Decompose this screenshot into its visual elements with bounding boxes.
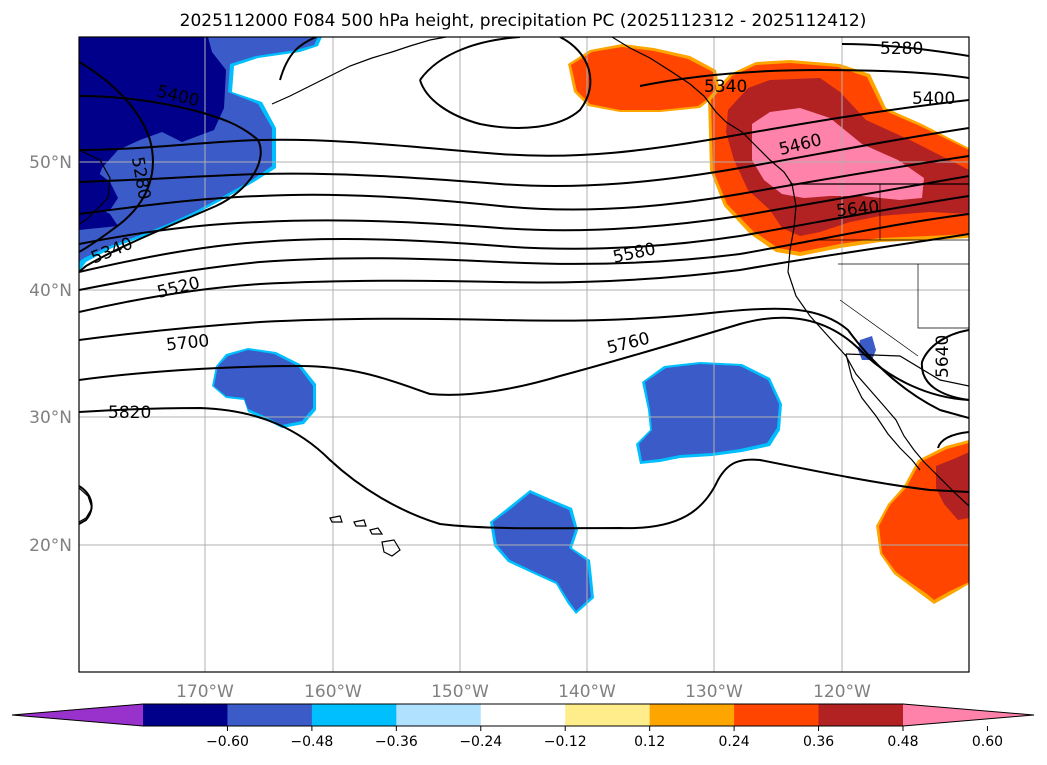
blue-region-west-central-inner [214,350,313,425]
colorbar-segment [565,704,651,726]
lat-label-50n: 50°N [29,153,72,173]
latitude-labels: 50°N 40°N 30°N 20°N [29,153,72,556]
colorbar-tick-label: −0.24 [459,734,502,750]
contour-5820 [79,406,969,530]
longitude-labels: 170°W 160°W 150°W 140°W 130°W 120°W [176,682,871,702]
baja-california-coast [845,353,921,471]
colorbar-tick-label: −0.60 [206,734,249,750]
lat-label-30n: 30°N [29,408,72,428]
lon-label-160w: 160°W [304,682,362,702]
contour-5880-west [79,485,93,525]
colorbar-segment [649,704,735,726]
colorbar-segment [734,704,820,726]
firebrick-region-mexico [936,452,969,520]
hawaii-island-3 [369,527,384,535]
lon-label-120w: 120°W [813,682,871,702]
lat-label-20n: 20°N [29,536,72,556]
alaska-peninsula-coast [271,37,447,105]
colorbar-outline [11,703,1035,727]
pink-region-pacific-northwest [752,108,924,200]
contour-5760 [79,316,969,401]
contour-label-5820: 5820 [108,403,151,423]
blue-region-northwest-dark-west [79,160,118,214]
blue-region-small-east [858,336,876,360]
contour-5640-line-b [79,233,969,313]
positive-anomaly-regions [568,44,969,604]
bc-coast [725,121,793,185]
colorbar-segment [480,704,566,726]
state-border-3 [839,299,919,357]
colorbar-tick-label: −0.48 [290,734,333,750]
blue-region-east-central-inner [639,364,779,461]
colorbar-tick-label: 0.48 [887,734,918,750]
blue-region-south-inner [493,493,591,611]
kamchatka-coast [79,149,111,225]
lon-label-150w: 150°W [431,682,489,702]
state-border-4 [917,264,969,329]
colorbar: −0.60 −0.48 −0.36 −0.24 −0.12 0.12 0.24 0.36 0.4… [11,703,1035,750]
contour-5460 [79,127,969,187]
contour-5280-east [841,43,969,57]
lon-label-130w: 130°W [685,682,743,702]
colorbar-tick-label: 0.36 [803,734,834,750]
colorbar-tick-label: −0.12 [544,734,587,750]
contour-label-5400-east: 5400 [912,89,955,109]
negative-anomaly-regions [79,37,876,614]
coastlines [79,37,969,557]
colorbar-segment [311,704,397,726]
contour-5520-line-a [79,155,969,215]
hawaii-island-1 [329,515,343,523]
colorbar-tick-label: 0.24 [719,734,750,750]
orangered-region-gulf-alaska [571,47,717,110]
contour-5700 [79,307,969,419]
colorbar-segment [227,704,313,726]
lon-label-140w: 140°W [558,682,616,702]
contour-5880-se [937,431,969,449]
colorbar-tick-label: 0.12 [634,734,665,750]
lat-label-40n: 40°N [29,281,72,301]
contour-label-5700: 5700 [165,331,210,355]
gulf-alaska-coast [611,37,727,123]
contour-5340 [279,37,969,87]
colorbar-extend-min [12,704,143,726]
contour-label-5340-east: 5340 [704,77,747,97]
map-frame [78,36,970,673]
colorbar-segment [143,704,228,726]
colorbar-extend-max [903,704,1034,726]
contour-5580 [79,195,969,273]
colorbar-segment [396,704,482,726]
us-west-coast [787,183,969,507]
height-contours [79,37,969,530]
blue-region-northwest-core [79,37,226,230]
contour-5640-east-loop [920,329,969,401]
contour-5520-line-b [79,175,969,245]
colorbar-tick-label: 0.60 [972,734,1003,750]
colorbar-segment [818,704,904,726]
contour-upper-bulge [419,37,592,129]
us-mexico-border [845,353,969,387]
contour-label-5280-east: 5280 [880,39,923,59]
contour-5400 [79,99,969,157]
lon-label-170w: 170°W [176,682,234,702]
hawaii-island-4 [381,539,401,557]
contour-label-5640-east: 5640 [933,335,953,378]
hawaii-island-2 [353,519,367,527]
contour-5280-west [79,61,154,253]
plot-title: 2025112000 F084 500 hPa height, precipit… [180,11,867,31]
contour-label-5640: 5640 [835,197,880,221]
map-content: 5400 5280 5340 5520 5700 5820 5580 5760 … [79,37,969,672]
colorbar-tick-label: −0.36 [375,734,418,750]
contour-5640-line-a [79,213,969,291]
